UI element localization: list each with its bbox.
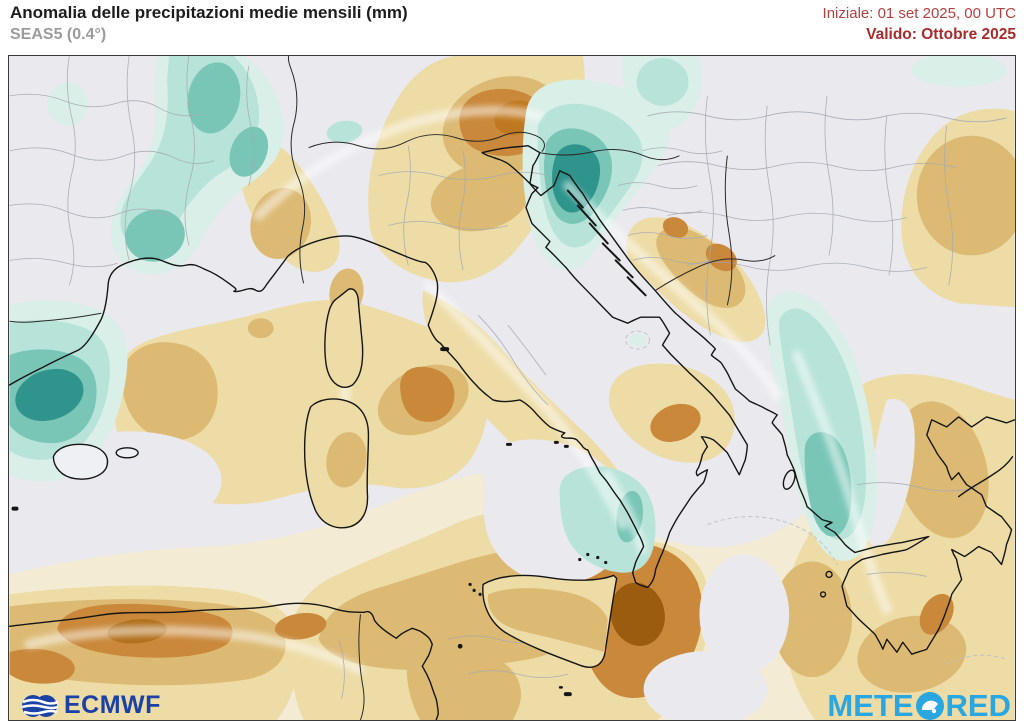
model-subtitle: SEAS5 (0.4°) <box>10 26 107 43</box>
ecmwf-logo-text: ECMWF <box>64 691 161 719</box>
forecast-dates: Iniziale: 01 set 2025, 00 UTC Valido: Ot… <box>823 3 1016 45</box>
meteored-logo-text-right: RED <box>945 688 1011 721</box>
meteored-o-icon <box>915 692 944 720</box>
meteored-logo: METE RED <box>827 688 1011 721</box>
ecmwf-logo-icon <box>21 694 59 717</box>
page-title: Anomalia delle precipitazioni medie mens… <box>10 3 408 22</box>
ecmwf-logo: ECMWF <box>21 691 161 720</box>
anomaly-map: ECMWF METE RED <box>8 55 1016 721</box>
zero-contours <box>625 330 1007 665</box>
meteored-logo-text-left: METE <box>827 688 914 721</box>
valid-time-label: Valido: Ottobre 2025 <box>866 26 1016 43</box>
init-time-label: Iniziale: 01 set 2025, 00 UTC <box>822 5 1016 22</box>
coastlines <box>9 145 1015 720</box>
national-borders <box>9 56 776 720</box>
